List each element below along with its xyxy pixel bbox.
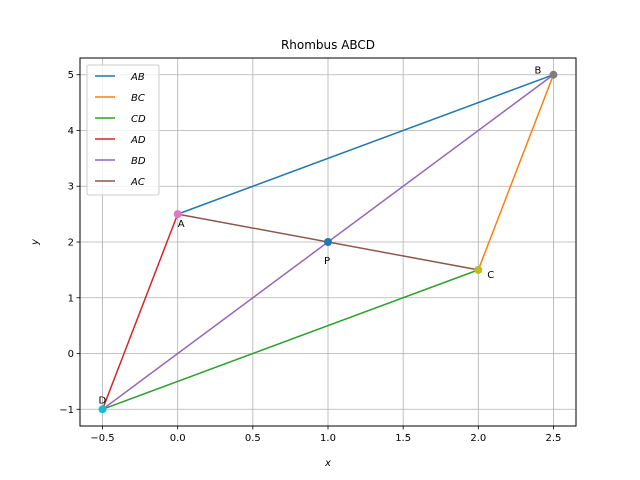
- point-label-a: A: [178, 219, 185, 230]
- point-label-c: C: [487, 270, 494, 281]
- legend-label-ab: AB: [130, 72, 145, 83]
- y-tick-label: 4: [68, 126, 74, 137]
- chart-title: Rhombus ABCD: [281, 38, 375, 52]
- series-line-bc: [477, 73, 555, 271]
- y-tick-label: 5: [68, 70, 74, 81]
- point-d: [98, 405, 107, 414]
- y-axis-label: y: [30, 238, 41, 246]
- x-tick-label: 1.5: [395, 433, 411, 444]
- legend-label-ad: AD: [130, 135, 146, 146]
- legend-box: [86, 64, 160, 196]
- x-tick-label: 2.0: [470, 433, 486, 444]
- point-b: [549, 70, 558, 79]
- axis-ticks: −0.5 0.0 0.5 1.0 1.5 2.0 2.5 −1 0 1 2 3 4 5: [59, 70, 561, 444]
- y-tick-label: 3: [68, 182, 74, 193]
- point-label-p: P: [324, 256, 330, 267]
- y-tick-label: −1: [59, 405, 74, 416]
- series-line-ad: [101, 213, 179, 411]
- x-tick-label: −0.5: [90, 433, 114, 444]
- legend: AB BC CD AD BD AC: [86, 64, 160, 196]
- point-label-d: D: [99, 395, 107, 406]
- point-p: [324, 238, 332, 246]
- y-tick-label: 0: [68, 349, 74, 360]
- x-tick-label: 1.0: [320, 433, 336, 444]
- y-tick-label: 2: [68, 238, 74, 249]
- legend-label-ac: AC: [130, 177, 145, 188]
- series-line-ab: [176, 73, 555, 216]
- x-tick-label: 0.0: [170, 433, 186, 444]
- x-axis-label: x: [324, 458, 331, 469]
- point-c: [474, 265, 483, 274]
- legend-label-cd: CD: [131, 114, 146, 125]
- x-tick-label: 0.5: [245, 433, 261, 444]
- point-label-b: B: [534, 66, 541, 77]
- y-tick-label: 1: [68, 293, 74, 304]
- x-tick-label: 2.5: [546, 433, 562, 444]
- legend-label-bd: BD: [131, 156, 146, 167]
- legend-label-bc: BC: [131, 93, 145, 104]
- series-line-cd: [101, 268, 480, 411]
- point-a: [173, 210, 182, 219]
